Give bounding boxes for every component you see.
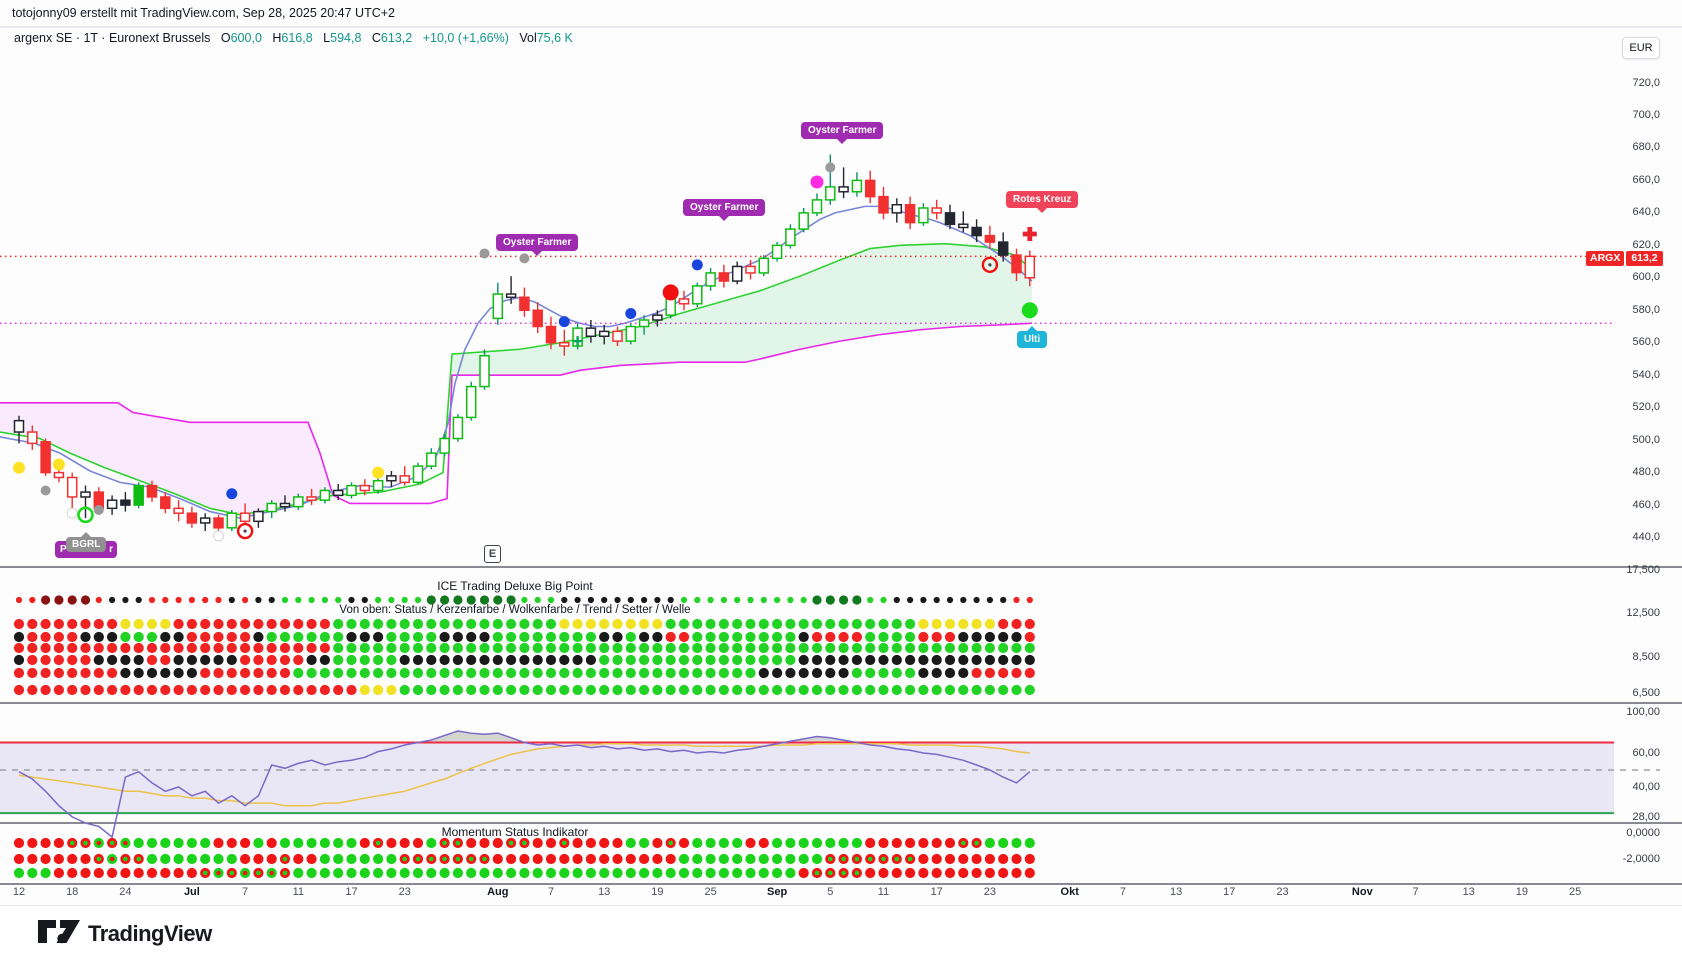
price-tick: 520,0 [1632,401,1660,414]
date-tick: 23 [983,886,997,898]
tooltip-bgrl: BGRL [66,532,107,552]
date-tick: 7 [547,886,555,898]
indicator-tick: 28,00 [1632,810,1660,823]
price-tick: 660,0 [1632,173,1660,186]
date-tick: 7 [1412,886,1419,898]
ticker-tag: ARGX [1586,251,1625,266]
indicator-tick: -2,0000 [1622,852,1660,865]
date-tick: 13 [598,886,611,898]
symbol-title: argenx SE · 1T · Euronext Brussels [14,31,211,45]
date-tick: 17 [1223,886,1236,898]
currency-button[interactable]: EUR [1622,37,1660,59]
date-tick: Okt [1060,886,1079,898]
last-price-tag: ARGX 613,2 [1586,251,1663,266]
change-value: +10,0 (+1,66%) [422,31,509,45]
oscillator-purple-line [18,730,1031,839]
snapshot-credit: totojonny09 erstellt mit TradingView.com… [0,0,1682,27]
price-tick: 500,0 [1632,433,1660,446]
date-tick: Aug [487,886,509,898]
signal-markers [13,162,1038,542]
price-tick: 640,0 [1632,206,1660,219]
date-tick: 25 [1568,886,1582,898]
low-value: 594,8 [330,31,362,45]
price-tick: 540,0 [1632,368,1660,381]
indicator-tick: 0,0000 [1626,826,1660,839]
date-tick: 17 [930,886,943,898]
footer [0,905,1682,964]
callout-oyster-farmer-2: Oyster Farmer [683,199,766,221]
candlestick-series [13,154,1036,536]
price-tick: 700,0 [1632,108,1660,121]
price-tick: 440,0 [1632,531,1660,544]
momentum-panel-title: Momentum Status Indikator [441,825,589,839]
close-value: 613,2 [380,31,413,45]
dots-panel-subtitle: Von oben: Status / Kerzenfarbe / Wolkenf… [339,604,691,616]
high-value: 616,8 [281,31,313,45]
date-tick: 12 [12,886,26,898]
price-tick: 480,0 [1632,466,1660,479]
indicator-tick: 40,00 [1632,780,1660,793]
volume-label: Vol [519,31,537,45]
indicator-tick: 6,500 [1632,686,1660,699]
volume-value: 75,6 K [536,31,573,45]
date-tick: 7 [1119,886,1126,898]
date-tick: 23 [1276,886,1289,898]
close-label: C [371,31,381,45]
price-tick: 460,0 [1632,498,1660,511]
price-tick: 580,0 [1632,303,1660,316]
date-tick: Jul [183,886,200,898]
callout-oyster-farmer-1: Oyster Farmer [496,234,579,256]
date-tick: Sep [767,886,788,898]
date-tick: 13 [1169,886,1183,898]
price-tick: 560,0 [1632,336,1660,349]
callout-rotes-kreuz: Rotes Kreuz [1006,191,1079,213]
high-label: H [272,31,282,45]
callout-oyster-farmer-3: Oyster Farmer [801,122,884,144]
dot-matrix-indicator [13,595,1035,696]
date-tick: 19 [1515,886,1529,898]
callout-ulti: Ulti [1017,326,1048,348]
indicator-tick: 60,00 [1632,746,1660,759]
pearl-label-right: r [109,544,113,555]
earnings-badge[interactable]: E [484,545,501,563]
date-tick: 18 [66,886,79,898]
date-tick: 19 [651,886,664,898]
date-tick: Nov [1351,886,1373,898]
pearl-label-left: P [60,544,67,555]
date-tick: 13 [1462,886,1475,898]
indicator-tick: 100,00 [1626,705,1660,718]
price-tick: 600,0 [1632,271,1660,284]
date-tick: 11 [292,886,305,898]
momentum-dot-rows [13,837,1035,879]
date-tick: 24 [119,886,132,898]
open-value: 600,0 [230,31,262,45]
low-label: L [323,31,331,45]
date-tick: 23 [398,886,411,898]
price-tick: 720,0 [1632,76,1660,89]
dots-panel-title: ICE Trading Deluxe Big Point [437,579,593,593]
date-tick: 25 [704,886,717,898]
date-tick: 17 [345,886,358,898]
indicator-tick: 12,500 [1626,606,1660,619]
indicator-tick: 8,500 [1632,650,1660,663]
date-tick: 11 [877,886,890,898]
last-price-value: 613,2 [1626,251,1663,266]
open-label: O [220,31,231,45]
symbol-info-bar[interactable]: argenx SE · 1T · Euronext Brussels O600,… [14,31,573,45]
date-tick: 7 [242,886,249,898]
indicator-tick: 17,500 [1626,563,1660,576]
date-tick: 5 [827,886,834,898]
tradingview-logo-icon[interactable] [38,920,82,946]
price-tick: 680,0 [1632,141,1660,154]
price-tick: 620,0 [1632,238,1660,251]
tradingview-logo-text[interactable]: TradingView [88,921,212,946]
